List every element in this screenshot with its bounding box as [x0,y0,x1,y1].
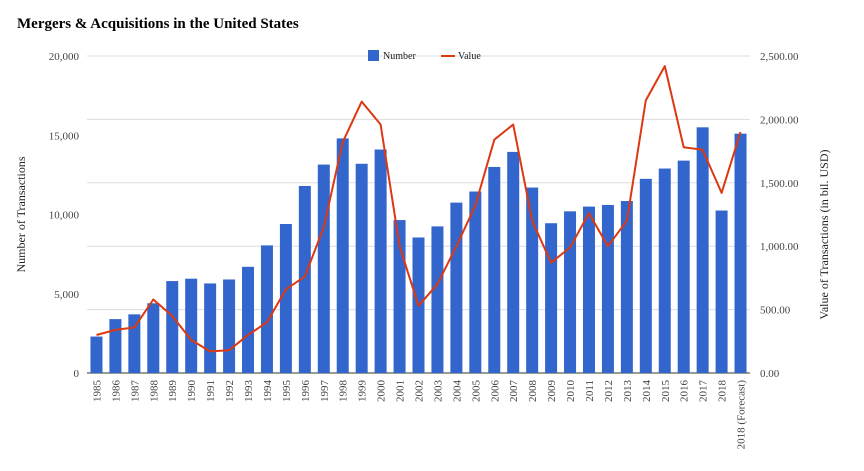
x-tick-label: 2004 [451,380,463,403]
bar-1990[interactable] [185,278,198,373]
x-tick-label: 2013 [622,380,634,403]
x-tick-label: 1996 [300,380,312,403]
x-tick-label: 2006 [489,380,501,403]
x-tick-label: 2015 [660,380,672,403]
bar-2011[interactable] [582,206,595,373]
bar-1994[interactable] [260,245,273,373]
y-right-tick-label: 500.00 [760,305,791,317]
bar-2017[interactable] [696,127,709,373]
bar-1986[interactable] [109,319,122,373]
y-right-tick-label: 1,500.00 [760,178,799,190]
y-left-tick-label: 20,000 [49,51,80,63]
legend-number-label: Number [383,51,416,62]
bar-2009[interactable] [545,223,558,373]
x-tick-label: 2018 [717,380,729,403]
x-tick-label: 2007 [508,380,520,403]
y-left-tick-label: 0 [74,368,80,380]
x-tick-label: 1990 [186,380,198,403]
y-right-axis-title: Value of Transactions (in bil. USD) [817,150,831,320]
bar-1988[interactable] [147,303,160,373]
x-tick-label: 2005 [470,380,482,403]
x-tick-label: 1998 [338,380,350,403]
x-tick-label: 1986 [110,380,122,403]
bar-1991[interactable] [204,283,217,373]
x-tick-label: 2010 [565,380,577,403]
legend-number-swatch [368,50,379,61]
bar-2008[interactable] [526,187,539,373]
chart-title: Mergers & Acquisitions in the United Sta… [17,16,299,32]
y-right-tick-label: 1,000.00 [760,241,799,253]
x-tick-label: 1992 [224,380,236,402]
bar-2018-forecast-[interactable] [734,133,747,373]
bar-2014[interactable] [639,178,652,373]
bar-2018[interactable] [715,210,728,373]
bar-2003[interactable] [431,226,444,373]
y-left-axis-title: Number of Transactions [14,156,28,272]
x-tick-label: 1991 [205,380,217,402]
x-tick-label: 1995 [281,380,293,403]
x-tick-label: 2002 [414,380,426,402]
y-right-tick-label: 2,000.00 [760,114,799,126]
y-right-tick-label: 0.00 [760,368,780,380]
x-tick-label: 2014 [641,380,653,403]
bar-2000[interactable] [374,149,387,373]
x-tick-label: 2017 [698,380,710,403]
bar-2010[interactable] [564,211,577,373]
bar-2004[interactable] [450,202,463,373]
bar-2007[interactable] [507,151,520,373]
y-left-tick-label: 5,000 [54,289,79,301]
x-tick-label: 1994 [262,380,274,403]
x-tick-label: 2000 [376,380,388,403]
x-tick-label: 2018 (Forecast) [736,380,748,450]
x-tick-label: 1985 [91,380,103,403]
x-tick-label: 1997 [319,380,331,403]
bar-1997[interactable] [317,164,330,373]
bar-1996[interactable] [298,185,311,373]
bar-2013[interactable] [620,201,633,373]
y-left-tick-label: 10,000 [49,210,80,222]
y-left-tick-label: 15,000 [49,130,80,142]
x-tick-label: 2003 [432,380,444,403]
x-tick-label: 2011 [584,380,596,402]
x-tick-label: 1987 [129,380,141,403]
bar-2006[interactable] [488,166,501,373]
bar-1989[interactable] [166,281,179,373]
x-tick-label: 2016 [679,380,691,403]
x-tick-label: 2009 [546,380,558,403]
bar-1993[interactable] [242,266,255,373]
x-tick-label: 2012 [603,380,615,402]
x-tick-label: 1988 [148,380,160,403]
bar-1998[interactable] [336,138,349,373]
bar-1999[interactable] [355,163,368,373]
legend-value-label: Value [458,51,481,62]
x-tick-label: 2001 [395,380,407,402]
bar-1995[interactable] [279,224,292,373]
x-tick-label: 1989 [167,380,179,403]
value-line [96,65,742,353]
bar-2016[interactable] [677,160,690,373]
x-tick-label: 1993 [243,380,255,403]
y-right-tick-label: 2,500.00 [760,51,799,63]
bar-2015[interactable] [658,168,671,373]
bar-1985[interactable] [90,336,103,373]
x-tick-label: 2008 [527,380,539,403]
bar-2012[interactable] [601,204,614,373]
x-tick-label: 1999 [357,380,369,403]
bar-1987[interactable] [128,314,141,373]
bar-2005[interactable] [469,191,482,373]
bar-1992[interactable] [223,279,236,373]
